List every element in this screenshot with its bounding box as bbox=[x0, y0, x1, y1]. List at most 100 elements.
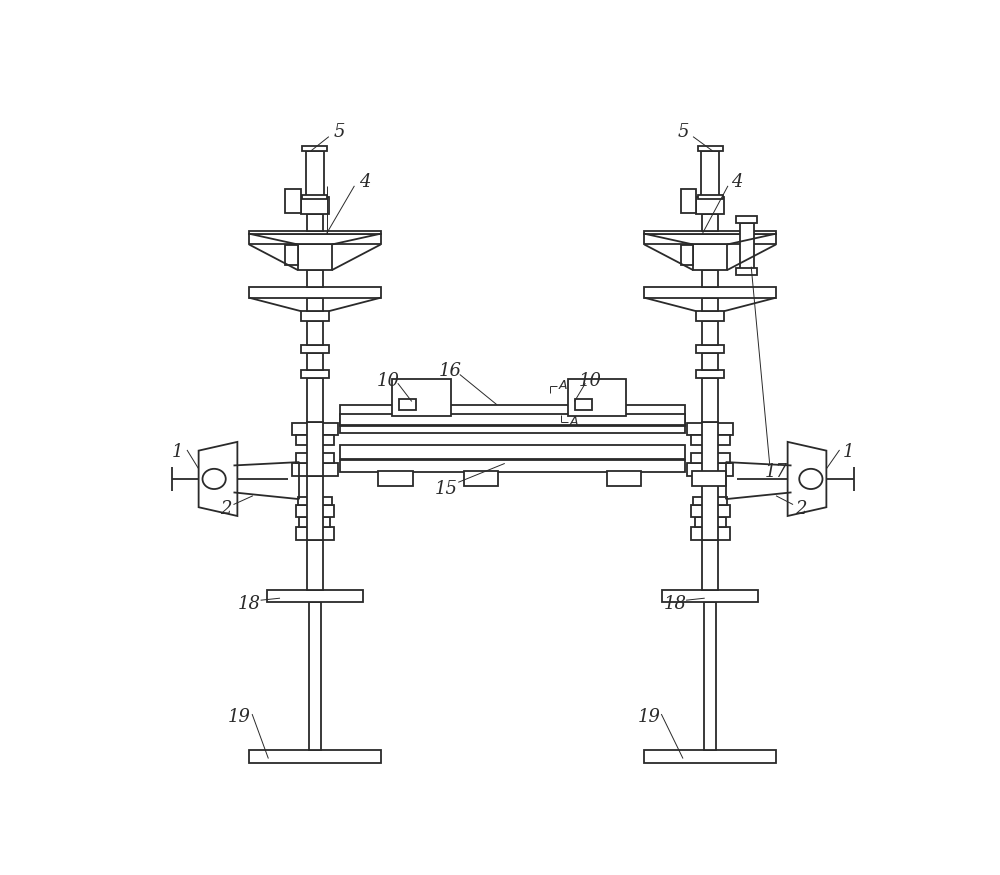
Bar bbox=[249, 231, 381, 234]
Bar bbox=[267, 590, 363, 602]
Bar bbox=[691, 528, 730, 540]
Text: 1: 1 bbox=[843, 443, 855, 461]
Bar bbox=[301, 312, 329, 321]
Bar bbox=[644, 751, 776, 763]
Bar bbox=[249, 751, 381, 763]
Bar bbox=[736, 268, 757, 275]
Bar bbox=[307, 321, 323, 345]
Bar bbox=[687, 464, 733, 476]
Bar bbox=[702, 270, 718, 287]
Bar bbox=[399, 399, 416, 410]
Bar bbox=[702, 321, 718, 345]
Text: 2: 2 bbox=[220, 500, 232, 518]
Text: 18: 18 bbox=[238, 595, 260, 612]
Bar bbox=[392, 379, 450, 416]
Text: 19: 19 bbox=[637, 708, 660, 725]
Bar bbox=[301, 345, 329, 353]
Bar bbox=[306, 151, 324, 197]
Bar bbox=[716, 497, 727, 505]
Text: 17: 17 bbox=[765, 463, 788, 481]
Circle shape bbox=[202, 469, 226, 489]
Bar bbox=[698, 146, 723, 151]
Bar bbox=[307, 270, 323, 287]
Bar bbox=[298, 497, 309, 505]
Bar bbox=[249, 234, 381, 244]
Bar bbox=[691, 505, 730, 517]
Polygon shape bbox=[199, 442, 237, 516]
Text: 19: 19 bbox=[228, 708, 251, 725]
Bar bbox=[696, 345, 724, 353]
Bar bbox=[702, 422, 718, 476]
Bar bbox=[292, 464, 338, 476]
Bar bbox=[340, 445, 685, 458]
Bar bbox=[309, 602, 321, 751]
Bar bbox=[644, 287, 776, 298]
Bar bbox=[701, 151, 719, 197]
Text: A: A bbox=[570, 415, 578, 428]
Bar bbox=[681, 245, 693, 265]
Bar bbox=[702, 353, 718, 370]
Bar bbox=[340, 426, 685, 433]
Bar bbox=[698, 195, 723, 200]
Bar bbox=[682, 191, 695, 211]
Bar bbox=[378, 471, 413, 486]
Bar bbox=[307, 540, 323, 590]
Bar bbox=[644, 231, 776, 234]
Bar bbox=[691, 453, 730, 464]
Bar bbox=[464, 471, 498, 486]
Bar bbox=[693, 244, 727, 270]
Bar bbox=[296, 435, 334, 445]
Bar bbox=[607, 471, 641, 486]
Bar bbox=[307, 378, 323, 422]
Bar bbox=[693, 497, 705, 505]
Text: 10: 10 bbox=[377, 372, 400, 390]
Bar bbox=[681, 188, 696, 213]
Bar bbox=[285, 188, 301, 213]
Bar bbox=[320, 497, 332, 505]
Bar bbox=[285, 245, 298, 265]
Bar bbox=[644, 234, 776, 244]
Bar bbox=[340, 460, 685, 472]
Bar bbox=[696, 197, 724, 214]
Text: 4: 4 bbox=[732, 173, 743, 192]
Text: 4: 4 bbox=[360, 173, 371, 192]
Bar bbox=[340, 414, 685, 425]
Bar bbox=[307, 476, 323, 540]
Bar bbox=[702, 214, 718, 231]
Text: 16: 16 bbox=[439, 362, 462, 380]
Bar bbox=[340, 418, 685, 426]
Bar bbox=[301, 370, 329, 378]
Bar bbox=[702, 378, 718, 422]
Bar bbox=[299, 517, 330, 528]
Text: 15: 15 bbox=[435, 480, 458, 498]
Bar bbox=[736, 216, 757, 223]
Bar bbox=[307, 353, 323, 370]
Bar bbox=[302, 146, 327, 151]
Bar bbox=[696, 370, 724, 378]
Text: 2: 2 bbox=[795, 500, 807, 518]
Text: 5: 5 bbox=[333, 123, 345, 141]
Bar bbox=[296, 528, 334, 540]
Bar bbox=[249, 287, 381, 298]
Bar bbox=[740, 223, 754, 273]
Bar bbox=[696, 312, 724, 321]
Bar bbox=[301, 197, 329, 214]
Bar bbox=[687, 423, 733, 435]
Bar bbox=[296, 505, 334, 517]
Text: 5: 5 bbox=[677, 123, 689, 141]
Bar bbox=[702, 476, 718, 540]
Bar bbox=[307, 422, 323, 476]
Bar bbox=[702, 540, 718, 590]
Polygon shape bbox=[788, 442, 826, 516]
Bar bbox=[662, 590, 758, 602]
Bar bbox=[692, 471, 726, 486]
Bar bbox=[307, 214, 323, 231]
Bar bbox=[568, 379, 626, 416]
Bar bbox=[702, 298, 718, 311]
Bar bbox=[574, 399, 592, 410]
Bar bbox=[691, 435, 730, 445]
Bar bbox=[296, 453, 334, 464]
Text: 10: 10 bbox=[578, 372, 602, 390]
Bar bbox=[704, 602, 716, 751]
Bar bbox=[302, 195, 327, 200]
